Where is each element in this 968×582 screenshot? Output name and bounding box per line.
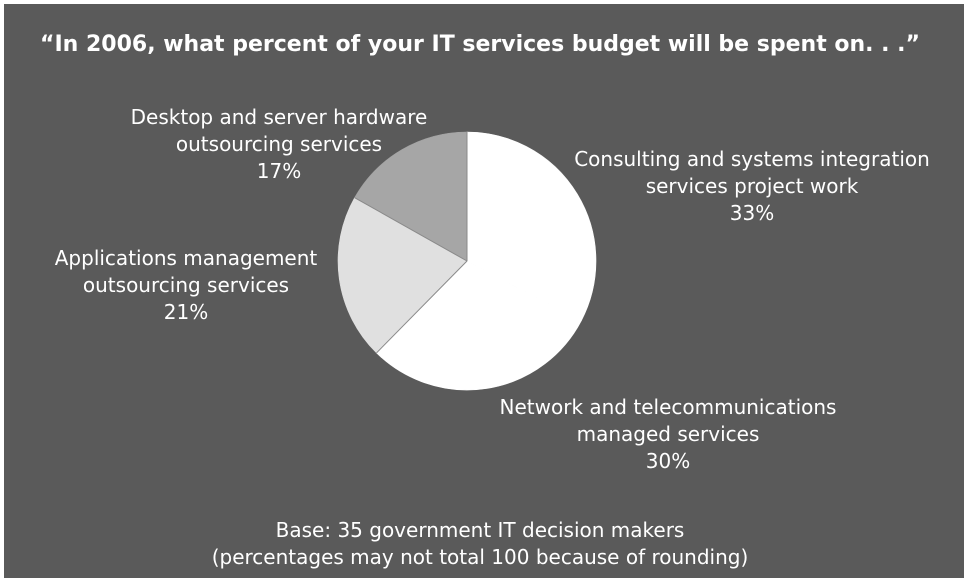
slice-4-label-line-1: Desktop and server hardware — [131, 105, 428, 129]
slice-4-value-label: 17% — [257, 159, 301, 183]
pie-slice-2 — [376, 260, 582, 391]
chart-title: “In 2006, what percent of your IT servic… — [40, 32, 920, 57]
chart-panel: “In 2006, what percent of your IT servic… — [4, 4, 964, 578]
slice-divider-4 — [354, 197, 468, 262]
pie-slice-3 — [337, 197, 468, 354]
slice-3-label-line-2: outsourcing services — [83, 273, 289, 297]
slice-divider-3 — [376, 260, 468, 354]
slice-1-label-line-1: Consulting and systems integration — [574, 147, 930, 171]
slice-3-label-line-1: Applications management — [55, 246, 318, 270]
slice-3-value-label: 21% — [164, 300, 208, 324]
footnote-line-2: (percentages may not total 100 because o… — [212, 545, 749, 569]
slice-2-label-line-2: managed services — [577, 422, 760, 446]
pie-chart: “In 2006, what percent of your IT servic… — [40, 32, 930, 569]
slice-1-value-label: 33% — [730, 201, 774, 225]
slice-2-value-label: 30% — [646, 449, 690, 473]
slice-4-label-line-2: outsourcing services — [176, 132, 382, 156]
pie-slice-4 — [354, 131, 468, 262]
slice-1-label-line-2: services project work — [646, 174, 859, 198]
slice-labels: Consulting and systems integration servic… — [55, 105, 930, 473]
pie-slices — [337, 131, 597, 391]
footnote-line-1: Base: 35 government IT decision makers — [276, 518, 685, 542]
pie-slice-1 — [466, 131, 597, 322]
slice-2-label-line-1: Network and telecommunications — [500, 395, 837, 419]
